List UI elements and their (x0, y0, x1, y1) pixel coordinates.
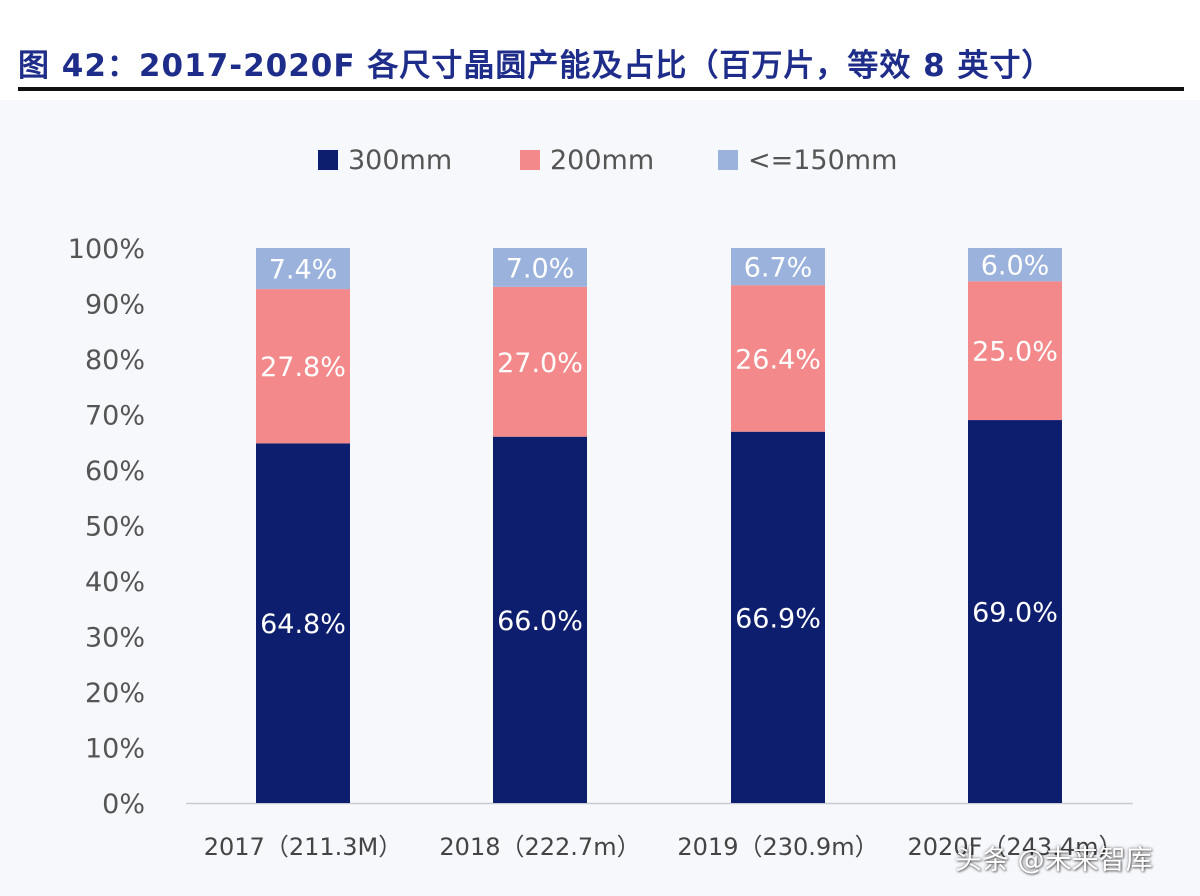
bar-200mm-3 (968, 281, 1062, 421)
bar-<=150mm-3 (968, 248, 1062, 282)
bar-300mm-3 (968, 420, 1062, 803)
data-label: 7.4% (269, 255, 338, 286)
y-tick-label: 70% (85, 401, 145, 432)
data-label: 6.7% (744, 253, 813, 284)
data-label: 66.0% (497, 606, 583, 637)
title-underline (18, 87, 1184, 91)
bar-300mm-0 (256, 443, 350, 803)
legend-label-1: 200mm (550, 145, 654, 176)
bar-200mm-1 (493, 286, 587, 437)
y-tick-label: 100% (68, 234, 145, 265)
legend-label-0: 300mm (348, 145, 452, 176)
x-category-label: 2018（222.7m） (439, 833, 640, 861)
y-tick-label: 20% (85, 678, 145, 709)
data-label: 26.4% (735, 344, 821, 375)
y-tick-label: 90% (85, 290, 145, 321)
legend-swatch-1 (520, 150, 540, 170)
y-tick-label: 0% (102, 789, 145, 820)
stacked-bar-chart: 300mm 200mm <=150mm 0% 10% 20% 30% 40% 50% 60% 70%… (68, 145, 1133, 861)
legend-label-2: <=150mm (748, 145, 897, 176)
data-label: 69.0% (972, 598, 1058, 629)
x-category-label: 2019（230.9m） (677, 833, 878, 861)
bar-<=150mm-2 (731, 248, 825, 286)
data-label: 6.0% (981, 251, 1050, 282)
bar-<=150mm-0 (256, 248, 350, 290)
chart-area: 300mm 200mm <=150mm 0% 10% 20% 30% 40% 50% 60% 70%… (0, 100, 1200, 896)
y-tick-label: 10% (85, 734, 145, 765)
y-tick-label: 30% (85, 623, 145, 654)
data-label: 66.9% (735, 603, 821, 634)
watermark-text: 头条 @未来智库 (955, 845, 1153, 876)
y-tick-label: 80% (85, 345, 145, 376)
legend-swatch-2 (718, 150, 738, 170)
x-category-label: 2017（211.3M） (204, 833, 403, 861)
data-label: 27.8% (260, 352, 346, 383)
x-category-label: 2020F（243.4m） (908, 833, 1123, 861)
bar-<=150mm-1 (493, 248, 587, 287)
data-label: 64.8% (260, 609, 346, 640)
y-tick-label: 40% (85, 567, 145, 598)
y-tick-label: 50% (85, 512, 145, 543)
figure-title: 图 42：2017-2020F 各尺寸晶圆产能及占比（百万片，等效 8 英寸） (18, 48, 1054, 84)
data-label: 25.0% (972, 337, 1058, 368)
bar-200mm-2 (731, 285, 825, 432)
data-label: 27.0% (497, 348, 583, 379)
bar-300mm-1 (493, 436, 587, 803)
legend-swatch-0 (318, 150, 338, 170)
data-label: 7.0% (506, 253, 575, 284)
bar-300mm-2 (731, 431, 825, 803)
y-tick-label: 60% (85, 456, 145, 487)
bar-200mm-0 (256, 289, 350, 444)
